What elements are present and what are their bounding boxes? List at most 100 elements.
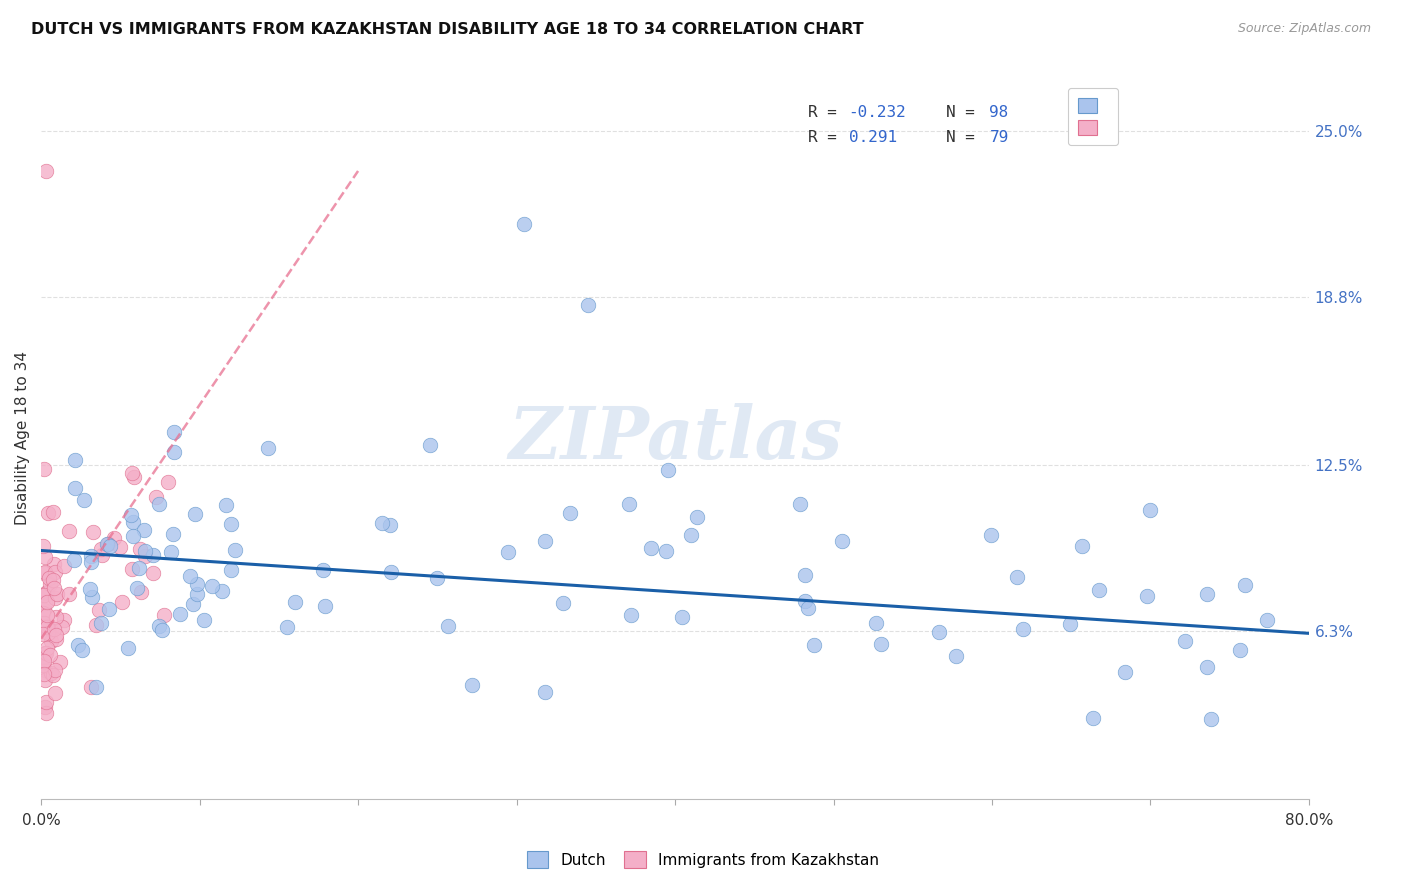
Point — [686, 509, 709, 524]
Point — [32, 650, 55, 665]
Point — [1005, 570, 1028, 584]
Point — [117, 641, 139, 656]
Point — [142, 566, 165, 580]
Point — [34, 565, 56, 579]
Point — [617, 497, 640, 511]
Point — [44, 565, 66, 579]
Point — [1229, 643, 1251, 657]
Point — [128, 542, 150, 557]
Point — [201, 579, 224, 593]
Point — [34, 673, 56, 687]
Point — [1174, 634, 1197, 648]
Point — [789, 497, 811, 511]
Point — [980, 528, 1002, 542]
Point — [193, 613, 215, 627]
Text: 98: 98 — [990, 105, 1008, 120]
Point — [42, 622, 65, 636]
Point — [797, 600, 820, 615]
Point — [1233, 578, 1256, 592]
Point — [35, 620, 58, 634]
Point — [87, 603, 110, 617]
Point — [1139, 503, 1161, 517]
Text: N =: N = — [946, 130, 984, 145]
Point — [37, 595, 59, 609]
Point — [794, 594, 817, 608]
Point — [380, 518, 402, 533]
Point — [34, 666, 56, 681]
Point — [103, 531, 125, 545]
Point — [224, 543, 246, 558]
Point — [37, 507, 59, 521]
Point — [58, 524, 80, 539]
Point — [794, 568, 817, 582]
Point — [426, 571, 449, 585]
Text: 79: 79 — [990, 130, 1008, 145]
Point — [534, 685, 557, 699]
Point — [134, 544, 156, 558]
Point — [496, 544, 519, 558]
Point — [162, 445, 184, 459]
Point — [45, 628, 67, 642]
Point — [640, 541, 662, 555]
Point — [90, 548, 112, 562]
Point — [90, 615, 112, 630]
Point — [39, 648, 62, 663]
Point — [37, 626, 59, 640]
Legend: Dutch, Immigrants from Kazakhstan: Dutch, Immigrants from Kazakhstan — [519, 844, 887, 875]
Legend: , : , — [1069, 88, 1118, 145]
Point — [284, 595, 307, 609]
Point — [108, 540, 131, 554]
Point — [32, 615, 55, 630]
Text: DUTCH VS IMMIGRANTS FROM KAZAKHSTAN DISABILITY AGE 18 TO 34 CORRELATION CHART: DUTCH VS IMMIGRANTS FROM KAZAKHSTAN DISA… — [31, 22, 863, 37]
Point — [39, 666, 62, 681]
Point — [314, 599, 336, 613]
Point — [120, 508, 142, 522]
Point — [219, 516, 242, 531]
Point — [49, 655, 72, 669]
Point — [35, 585, 58, 599]
Point — [34, 586, 56, 600]
Point — [371, 516, 394, 530]
Point — [869, 637, 891, 651]
Point — [1114, 665, 1136, 680]
Point — [1071, 540, 1094, 554]
Point — [96, 537, 118, 551]
Point — [97, 537, 120, 551]
Point — [163, 425, 186, 439]
Point — [80, 555, 103, 569]
Point — [34, 706, 56, 720]
Point — [32, 606, 55, 620]
Point — [45, 632, 67, 646]
Point — [121, 466, 143, 480]
Point — [513, 218, 536, 232]
Point — [84, 680, 107, 694]
Point — [53, 559, 76, 574]
Point — [1059, 617, 1081, 632]
Point — [35, 608, 58, 623]
Point — [312, 563, 335, 577]
Point — [32, 620, 55, 634]
Point — [620, 607, 643, 622]
Point — [45, 610, 67, 624]
Point — [169, 607, 191, 622]
Point — [35, 646, 58, 660]
Point — [928, 625, 950, 640]
Point — [145, 490, 167, 504]
Point — [655, 544, 678, 558]
Point — [45, 586, 67, 600]
Point — [65, 481, 87, 495]
Point — [560, 507, 582, 521]
Point — [865, 615, 887, 630]
Point — [419, 438, 441, 452]
Point — [148, 619, 170, 633]
Point — [34, 550, 56, 565]
Point — [159, 545, 181, 559]
Point — [34, 596, 56, 610]
Point — [35, 619, 58, 633]
Point — [111, 594, 134, 608]
Point — [98, 602, 121, 616]
Point — [90, 541, 112, 556]
Text: Source: ZipAtlas.com: Source: ZipAtlas.com — [1237, 22, 1371, 36]
Point — [460, 677, 482, 691]
Point — [132, 524, 155, 538]
